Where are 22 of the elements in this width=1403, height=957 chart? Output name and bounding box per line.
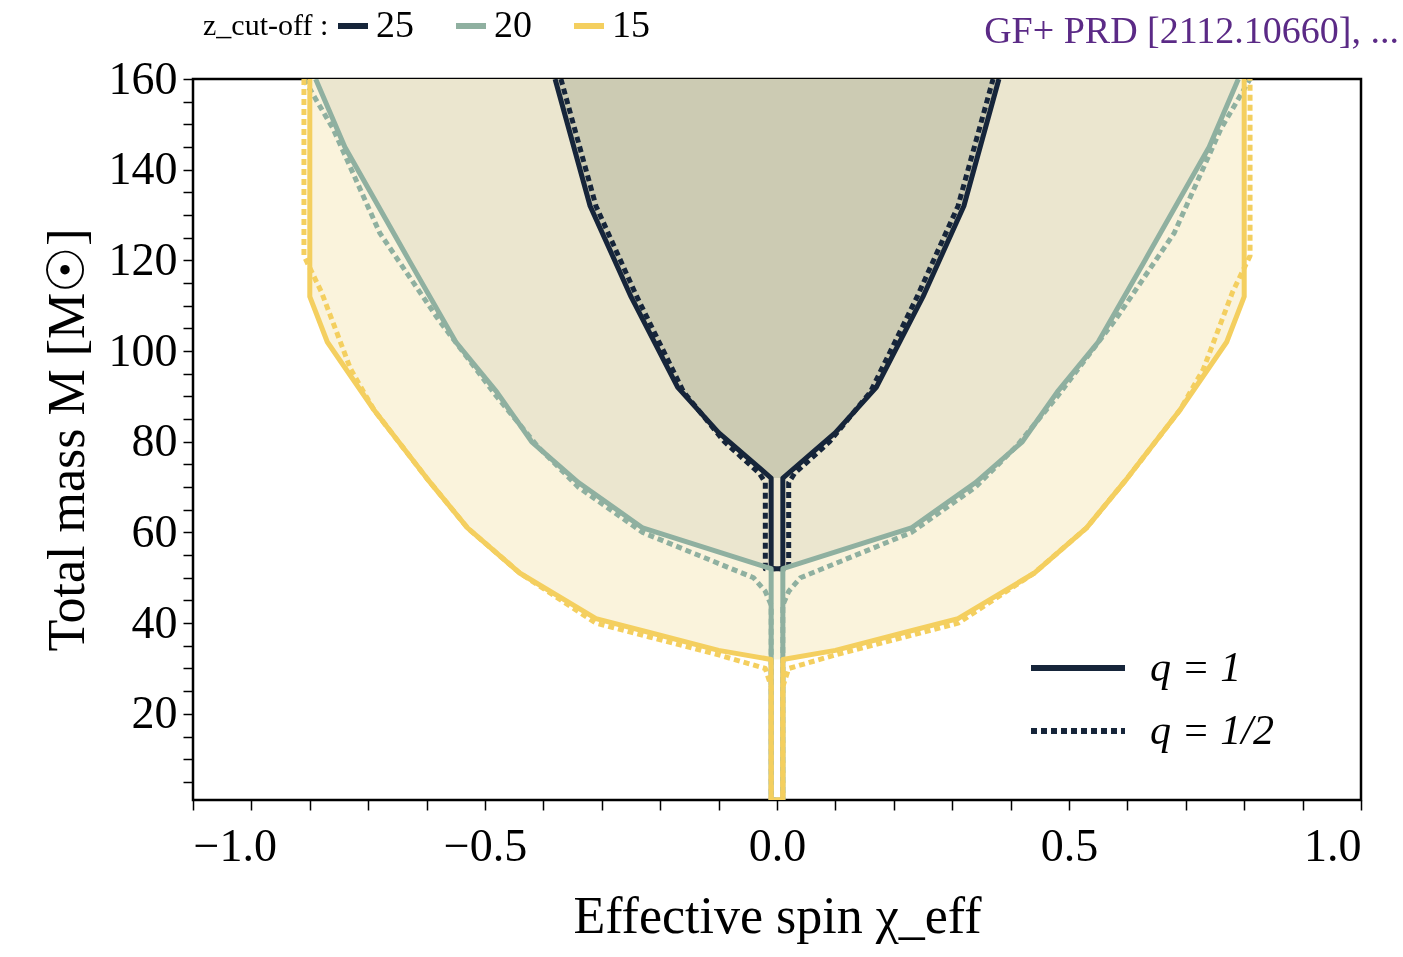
y-tick-label: 80 (131, 415, 178, 467)
text: GF+ PRD [2112.10660], ... (984, 9, 1399, 51)
y-tick-label: 100 (108, 324, 178, 376)
legend-label: 20 (494, 3, 532, 45)
legend-label: 25 (376, 3, 414, 45)
y-tick-label: 140 (108, 143, 178, 195)
annotation: q = 1 (1150, 644, 1242, 690)
y-tick-label: 160 (108, 52, 178, 104)
annotation: q = 1/2 (1150, 707, 1275, 753)
x-tick-label: 0.5 (1040, 819, 1099, 871)
y-tick-label: 40 (131, 596, 178, 648)
y-tick-label: 120 (108, 233, 178, 285)
x-axis-title: Effective spin χ_eff (573, 886, 983, 944)
legend-title: z_cut-off : (203, 8, 329, 41)
y-tick-label: 60 (131, 505, 178, 557)
x-tick-label: 0.0 (748, 819, 807, 871)
y-tick-label: 20 (131, 687, 178, 739)
x-tick-label: −0.5 (443, 819, 528, 871)
y-axis-title: Total mass M [M☉] (37, 228, 95, 652)
legend-label: 15 (612, 3, 650, 45)
x-tick-label: −1.0 (193, 819, 277, 871)
x-tick-label: 1.0 (1304, 819, 1362, 871)
